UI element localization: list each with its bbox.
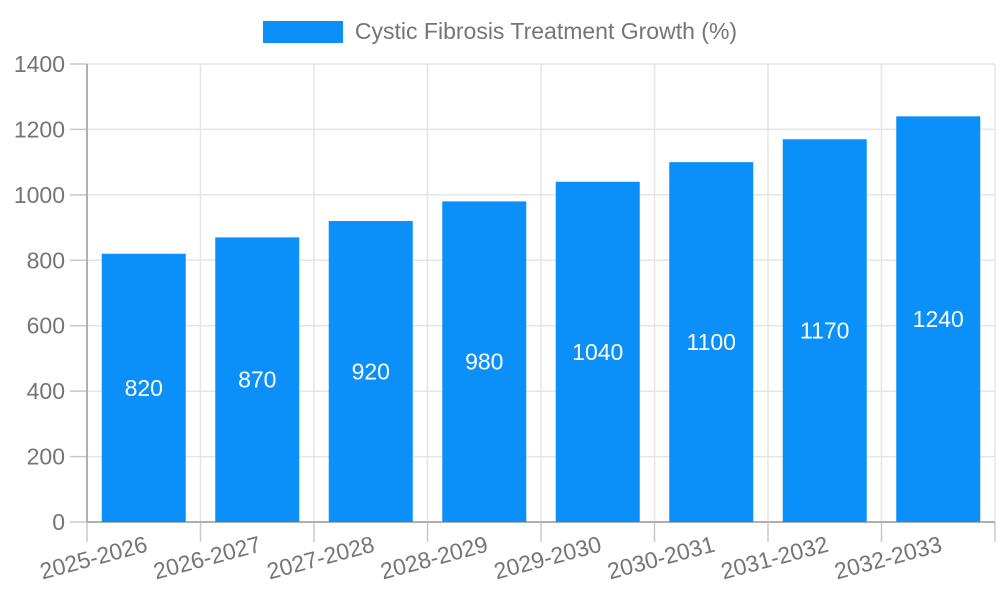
- bar-2026-2027: [215, 237, 300, 522]
- y-tick-label: 0: [52, 509, 65, 535]
- bar-2025-2026: [101, 253, 186, 522]
- bar-value-label: 980: [465, 349, 503, 375]
- legend-swatch: [262, 20, 343, 43]
- x-tick-label: 2026-2027: [151, 531, 264, 585]
- bar-2027-2028: [328, 221, 413, 522]
- x-tick-label: 2032-2033: [832, 531, 945, 585]
- y-tick-label: 1400: [14, 51, 65, 77]
- x-tick-label: 2030-2031: [605, 531, 718, 585]
- x-tick-label: 2025-2026: [37, 531, 150, 585]
- x-tick-label: 2027-2028: [264, 531, 377, 585]
- legend: Cystic Fibrosis Treatment Growth (%): [0, 18, 1000, 45]
- bar-value-label: 1100: [687, 329, 736, 355]
- bar-value-label: 1040: [572, 339, 623, 365]
- bar-2028-2029: [442, 201, 527, 522]
- legend-item[interactable]: Cystic Fibrosis Treatment Growth (%): [262, 18, 738, 45]
- x-tick-label: 2029-2030: [491, 531, 604, 585]
- bar-value-label: 870: [238, 367, 276, 393]
- bar-2032-2033: [896, 116, 981, 522]
- y-tick-label: 1200: [14, 116, 65, 142]
- legend-label: Cystic Fibrosis Treatment Growth (%): [354, 18, 738, 44]
- bar-value-label: 920: [352, 359, 390, 385]
- bar-value-label: 1240: [913, 306, 964, 332]
- y-tick-label: 200: [27, 444, 65, 470]
- y-tick-label: 600: [27, 313, 65, 339]
- x-tick-label: 2028-2029: [378, 531, 491, 585]
- bar-2030-2031: [669, 162, 754, 522]
- y-tick-label: 1000: [14, 182, 65, 208]
- bar-2031-2032: [782, 139, 867, 522]
- y-tick-label: 400: [27, 378, 65, 404]
- bar-value-label: 1170: [800, 318, 849, 344]
- bar-value-label: 820: [125, 375, 163, 401]
- y-tick-label: 800: [27, 247, 65, 273]
- x-tick-label: 2031-2032: [718, 531, 831, 585]
- bar-2029-2030: [555, 181, 640, 522]
